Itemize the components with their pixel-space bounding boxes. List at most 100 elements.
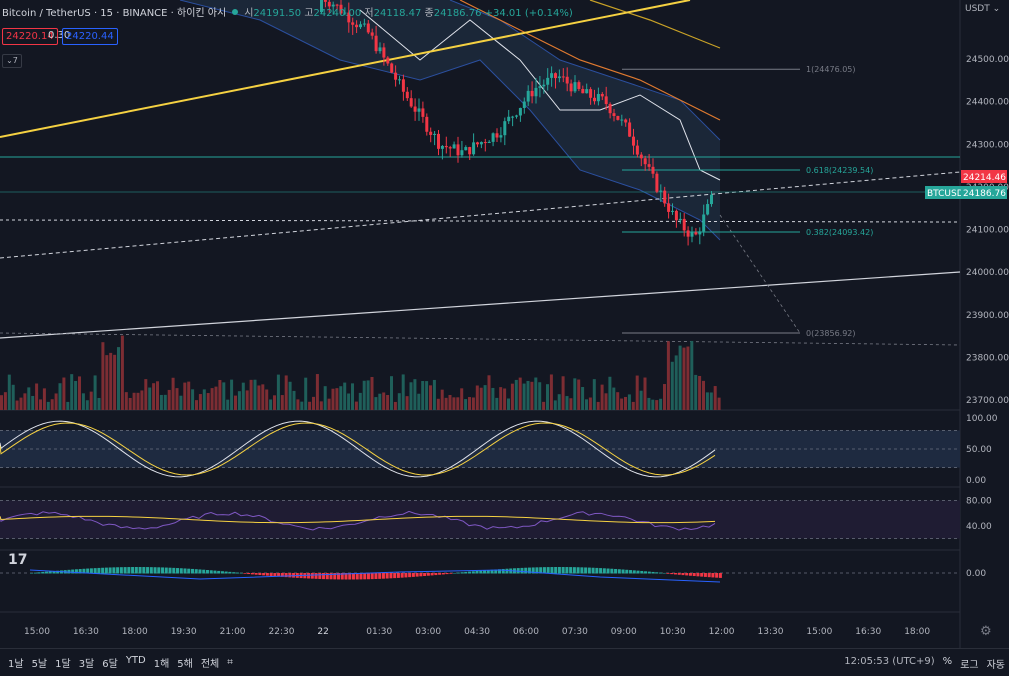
macd-histogram-bar bbox=[550, 567, 554, 574]
log-toggle[interactable]: 로그 bbox=[960, 660, 979, 671]
fib-level-label: 0(23856.92) bbox=[806, 329, 856, 338]
macd-histogram-bar bbox=[546, 567, 550, 574]
volume-bar bbox=[50, 399, 54, 410]
price-tick-label: 24500.00 bbox=[966, 55, 1009, 65]
volume-bar bbox=[62, 377, 66, 410]
macd-histogram-bar bbox=[56, 570, 60, 574]
candle-body bbox=[569, 83, 573, 92]
candle-body bbox=[518, 107, 522, 116]
volume-bar bbox=[89, 391, 93, 410]
macd-histogram-bar bbox=[554, 567, 558, 574]
stoch-tick-label: 0.00 bbox=[966, 476, 986, 486]
timeframe-6[interactable]: 1해 bbox=[153, 659, 170, 670]
macd-histogram-bar bbox=[606, 568, 610, 574]
volume-bar bbox=[284, 375, 288, 410]
macd-histogram-bar bbox=[438, 573, 442, 575]
percent-toggle[interactable]: % bbox=[942, 656, 953, 667]
symbol-title[interactable]: Bitcoin / TetherUS · 15 · BINANCE · 하이킨 … bbox=[2, 8, 227, 19]
time-tick-label: 01:30 bbox=[366, 627, 392, 637]
date-range-icon[interactable]: ⌗ bbox=[227, 657, 233, 668]
sell-price-button[interactable]: 24220.14 bbox=[2, 28, 58, 45]
candle-body bbox=[433, 133, 437, 135]
currency-selector[interactable]: USDT ⌄ bbox=[965, 4, 1001, 14]
timeframe-3[interactable]: 3달 bbox=[78, 659, 95, 670]
volume-bar bbox=[261, 384, 265, 410]
candle-body bbox=[686, 230, 690, 237]
volume-bar bbox=[276, 374, 280, 410]
macd-histogram-bar bbox=[41, 572, 45, 574]
volume-bar bbox=[191, 389, 195, 410]
volume-bar bbox=[171, 377, 175, 410]
macd-histogram-bar bbox=[355, 573, 359, 580]
macd-histogram-bar bbox=[164, 567, 168, 574]
macd-histogram-bar bbox=[647, 571, 651, 574]
candle-body bbox=[366, 23, 370, 33]
candle-body bbox=[620, 119, 624, 121]
candle-body bbox=[374, 35, 378, 52]
rsi-ma-line bbox=[0, 515, 716, 524]
timeframe-2[interactable]: 1달 bbox=[55, 659, 71, 670]
macd-histogram-bar bbox=[490, 569, 494, 574]
candle-body bbox=[417, 108, 421, 112]
candle-body bbox=[429, 131, 433, 135]
volume-bar bbox=[280, 395, 284, 410]
volume-bar bbox=[573, 378, 577, 410]
volume-bar bbox=[253, 379, 257, 410]
volume-bar bbox=[23, 393, 27, 410]
time-tick-label: 12:00 bbox=[709, 627, 735, 637]
timeframe-5[interactable]: YTD bbox=[125, 655, 146, 666]
volume-bar bbox=[354, 401, 358, 410]
buy-price-button[interactable]: 24220.44 bbox=[62, 28, 118, 45]
macd-histogram-bar bbox=[524, 567, 528, 574]
candle-body bbox=[355, 24, 359, 28]
macd-histogram-bar bbox=[190, 568, 194, 574]
volume-bar bbox=[507, 398, 510, 410]
candle-body bbox=[511, 116, 515, 118]
macd-histogram-bar bbox=[464, 571, 468, 574]
indicators-collapse-button[interactable]: ⌄7 bbox=[2, 54, 22, 68]
horizontal-dashed bbox=[0, 219, 961, 223]
volume-bar bbox=[468, 397, 471, 410]
volume-bar bbox=[538, 382, 542, 410]
timeframe-8[interactable]: 전체 bbox=[200, 659, 220, 670]
volume-bar bbox=[226, 399, 230, 410]
macd-histogram-bar bbox=[453, 572, 457, 574]
auto-toggle[interactable]: 자동 bbox=[986, 660, 1005, 671]
volume-bar bbox=[690, 340, 694, 410]
volume-bar bbox=[11, 384, 15, 410]
candle-body bbox=[565, 76, 569, 84]
macd-histogram-bar bbox=[715, 573, 719, 578]
timeframe-0[interactable]: 1날 bbox=[8, 659, 24, 670]
settings-gear-icon[interactable]: ⚙ bbox=[980, 624, 992, 639]
volume-bar bbox=[444, 397, 448, 410]
macd-histogram-bar bbox=[685, 573, 689, 576]
volume-bar bbox=[397, 393, 401, 410]
macd-histogram-bar bbox=[441, 573, 445, 575]
volume-bar bbox=[183, 382, 187, 410]
candle-body bbox=[452, 144, 456, 149]
macd-histogram-bar bbox=[396, 573, 400, 578]
timeframe-7[interactable]: 5해 bbox=[177, 659, 193, 670]
volume-bar bbox=[241, 382, 245, 410]
candle-body bbox=[487, 141, 491, 144]
clock-timezone[interactable]: 12:05:53 (UTC+9) bbox=[844, 656, 935, 667]
volume-bar bbox=[58, 383, 62, 410]
macd-histogram-bar bbox=[370, 573, 374, 580]
timeframe-4[interactable]: 6달 bbox=[102, 659, 118, 670]
volume-bar bbox=[66, 401, 70, 410]
macd-histogram-bar bbox=[108, 567, 112, 574]
candle-body bbox=[526, 90, 530, 102]
timeframe-1[interactable]: 5날 bbox=[31, 659, 48, 670]
macd-histogram-bar bbox=[269, 573, 273, 576]
macd-histogram-bar bbox=[213, 570, 217, 574]
volume-bar bbox=[670, 361, 674, 410]
candle-body bbox=[522, 101, 526, 108]
volume-bar bbox=[436, 398, 440, 410]
macd-histogram-bar bbox=[280, 573, 284, 577]
candle-body bbox=[386, 57, 390, 64]
volume-bar bbox=[499, 387, 503, 410]
volume-bar bbox=[198, 394, 202, 410]
macd-histogram-bar bbox=[505, 568, 509, 574]
price-tick-label: 24000.00 bbox=[966, 268, 1009, 278]
